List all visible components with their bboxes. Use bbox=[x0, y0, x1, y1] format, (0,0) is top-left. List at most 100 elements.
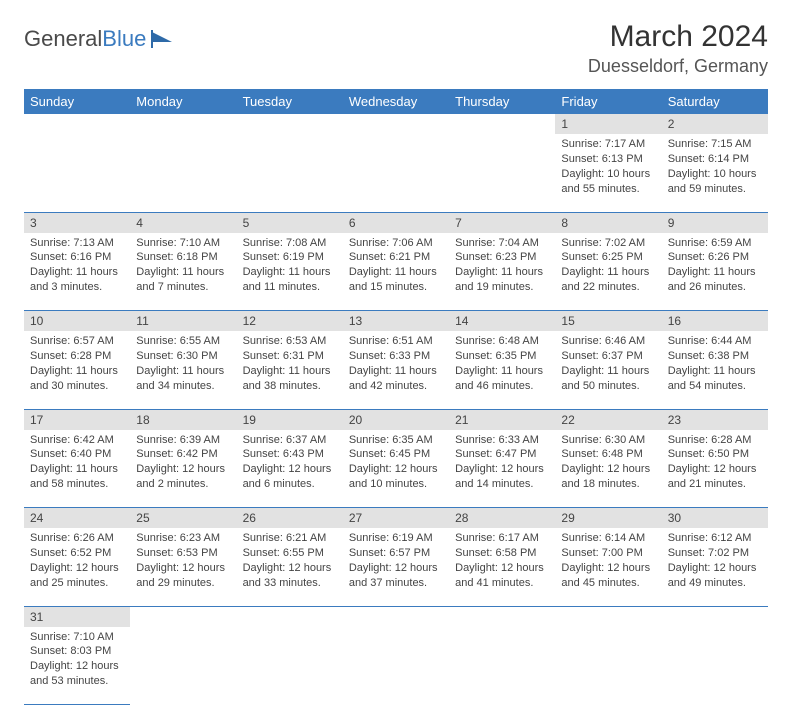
day-content-row: Sunrise: 7:17 AMSunset: 6:13 PMDaylight:… bbox=[24, 134, 768, 212]
day-cell: Sunrise: 6:23 AMSunset: 6:53 PMDaylight:… bbox=[130, 528, 236, 606]
day-number: 17 bbox=[24, 409, 130, 430]
daylight-text: Daylight: 12 hours and 10 minutes. bbox=[349, 462, 443, 492]
sunset-text: Sunset: 6:16 PM bbox=[30, 250, 124, 265]
sunrise-text: Sunrise: 6:46 AM bbox=[561, 334, 655, 349]
day-number: 10 bbox=[24, 311, 130, 332]
day-number bbox=[24, 114, 130, 134]
day-cell: Sunrise: 6:19 AMSunset: 6:57 PMDaylight:… bbox=[343, 528, 449, 606]
sunrise-text: Sunrise: 6:26 AM bbox=[30, 531, 124, 546]
daylight-text: Daylight: 12 hours and 18 minutes. bbox=[561, 462, 655, 492]
day-number: 30 bbox=[662, 508, 768, 529]
header: GeneralBlue March 2024 Duesseldorf, Germ… bbox=[24, 20, 768, 77]
sunrise-text: Sunrise: 7:15 AM bbox=[668, 137, 762, 152]
sunrise-text: Sunrise: 6:21 AM bbox=[243, 531, 337, 546]
daylight-text: Daylight: 11 hours and 19 minutes. bbox=[455, 265, 549, 295]
day-cell: Sunrise: 6:30 AMSunset: 6:48 PMDaylight:… bbox=[555, 430, 661, 508]
sunrise-text: Sunrise: 7:04 AM bbox=[455, 236, 549, 251]
sunset-text: Sunset: 6:33 PM bbox=[349, 349, 443, 364]
day-number bbox=[237, 606, 343, 627]
day-number-row: 17181920212223 bbox=[24, 409, 768, 430]
logo-text-2: Blue bbox=[102, 26, 146, 52]
weekday-header: Monday bbox=[130, 89, 236, 114]
day-cell: Sunrise: 6:57 AMSunset: 6:28 PMDaylight:… bbox=[24, 331, 130, 409]
day-number: 23 bbox=[662, 409, 768, 430]
day-number-row: 12 bbox=[24, 114, 768, 134]
sunrise-text: Sunrise: 6:28 AM bbox=[668, 433, 762, 448]
sunrise-text: Sunrise: 7:10 AM bbox=[136, 236, 230, 251]
sunrise-text: Sunrise: 6:37 AM bbox=[243, 433, 337, 448]
day-number bbox=[555, 606, 661, 627]
day-cell bbox=[130, 134, 236, 212]
day-cell bbox=[449, 627, 555, 705]
sunrise-text: Sunrise: 6:14 AM bbox=[561, 531, 655, 546]
day-content-row: Sunrise: 7:13 AMSunset: 6:16 PMDaylight:… bbox=[24, 233, 768, 311]
sunset-text: Sunset: 6:47 PM bbox=[455, 447, 549, 462]
sunrise-text: Sunrise: 6:12 AM bbox=[668, 531, 762, 546]
day-number: 7 bbox=[449, 212, 555, 233]
sunset-text: Sunset: 6:53 PM bbox=[136, 546, 230, 561]
sunrise-text: Sunrise: 6:39 AM bbox=[136, 433, 230, 448]
day-content-row: Sunrise: 6:42 AMSunset: 6:40 PMDaylight:… bbox=[24, 430, 768, 508]
sunset-text: Sunset: 6:25 PM bbox=[561, 250, 655, 265]
sunrise-text: Sunrise: 6:33 AM bbox=[455, 433, 549, 448]
daylight-text: Daylight: 11 hours and 54 minutes. bbox=[668, 364, 762, 394]
day-cell: Sunrise: 7:08 AMSunset: 6:19 PMDaylight:… bbox=[237, 233, 343, 311]
weekday-header: Tuesday bbox=[237, 89, 343, 114]
sunset-text: Sunset: 6:19 PM bbox=[243, 250, 337, 265]
day-cell: Sunrise: 6:28 AMSunset: 6:50 PMDaylight:… bbox=[662, 430, 768, 508]
day-cell bbox=[24, 134, 130, 212]
day-cell: Sunrise: 7:13 AMSunset: 6:16 PMDaylight:… bbox=[24, 233, 130, 311]
day-number: 28 bbox=[449, 508, 555, 529]
day-content-row: Sunrise: 6:57 AMSunset: 6:28 PMDaylight:… bbox=[24, 331, 768, 409]
day-number: 31 bbox=[24, 606, 130, 627]
day-content-row: Sunrise: 6:26 AMSunset: 6:52 PMDaylight:… bbox=[24, 528, 768, 606]
sunrise-text: Sunrise: 6:53 AM bbox=[243, 334, 337, 349]
day-cell: Sunrise: 6:37 AMSunset: 6:43 PMDaylight:… bbox=[237, 430, 343, 508]
sunrise-text: Sunrise: 6:57 AM bbox=[30, 334, 124, 349]
day-number: 3 bbox=[24, 212, 130, 233]
day-number: 25 bbox=[130, 508, 236, 529]
day-number: 6 bbox=[343, 212, 449, 233]
weekday-header: Thursday bbox=[449, 89, 555, 114]
daylight-text: Daylight: 12 hours and 2 minutes. bbox=[136, 462, 230, 492]
daylight-text: Daylight: 11 hours and 58 minutes. bbox=[30, 462, 124, 492]
day-number bbox=[130, 114, 236, 134]
sunrise-text: Sunrise: 6:48 AM bbox=[455, 334, 549, 349]
sunset-text: Sunset: 6:18 PM bbox=[136, 250, 230, 265]
sunset-text: Sunset: 6:21 PM bbox=[349, 250, 443, 265]
day-number: 8 bbox=[555, 212, 661, 233]
day-number-row: 31 bbox=[24, 606, 768, 627]
day-cell: Sunrise: 6:39 AMSunset: 6:42 PMDaylight:… bbox=[130, 430, 236, 508]
title-block: March 2024 Duesseldorf, Germany bbox=[588, 20, 768, 77]
daylight-text: Daylight: 12 hours and 25 minutes. bbox=[30, 561, 124, 591]
sunrise-text: Sunrise: 6:17 AM bbox=[455, 531, 549, 546]
daylight-text: Daylight: 11 hours and 7 minutes. bbox=[136, 265, 230, 295]
sunset-text: Sunset: 6:50 PM bbox=[668, 447, 762, 462]
day-cell bbox=[662, 627, 768, 705]
logo-flag-icon bbox=[150, 30, 176, 48]
day-number: 11 bbox=[130, 311, 236, 332]
day-number: 26 bbox=[237, 508, 343, 529]
daylight-text: Daylight: 12 hours and 6 minutes. bbox=[243, 462, 337, 492]
sunset-text: Sunset: 6:42 PM bbox=[136, 447, 230, 462]
weekday-header: Saturday bbox=[662, 89, 768, 114]
sunset-text: Sunset: 6:48 PM bbox=[561, 447, 655, 462]
daylight-text: Daylight: 12 hours and 49 minutes. bbox=[668, 561, 762, 591]
sunset-text: Sunset: 8:03 PM bbox=[30, 644, 124, 659]
weekday-header: Sunday bbox=[24, 89, 130, 114]
sunset-text: Sunset: 7:00 PM bbox=[561, 546, 655, 561]
sunrise-text: Sunrise: 7:17 AM bbox=[561, 137, 655, 152]
day-cell: Sunrise: 6:51 AMSunset: 6:33 PMDaylight:… bbox=[343, 331, 449, 409]
sunset-text: Sunset: 6:52 PM bbox=[30, 546, 124, 561]
day-cell: Sunrise: 7:02 AMSunset: 6:25 PMDaylight:… bbox=[555, 233, 661, 311]
day-number bbox=[237, 114, 343, 134]
day-number: 14 bbox=[449, 311, 555, 332]
sunrise-text: Sunrise: 7:10 AM bbox=[30, 630, 124, 645]
day-cell: Sunrise: 7:15 AMSunset: 6:14 PMDaylight:… bbox=[662, 134, 768, 212]
sunset-text: Sunset: 6:55 PM bbox=[243, 546, 337, 561]
month-title: March 2024 bbox=[588, 20, 768, 54]
day-number: 9 bbox=[662, 212, 768, 233]
daylight-text: Daylight: 11 hours and 46 minutes. bbox=[455, 364, 549, 394]
day-number: 29 bbox=[555, 508, 661, 529]
daylight-text: Daylight: 11 hours and 22 minutes. bbox=[561, 265, 655, 295]
